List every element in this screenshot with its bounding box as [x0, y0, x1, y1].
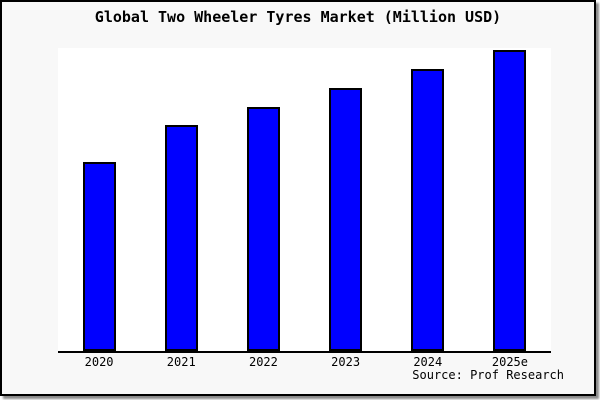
x-tick-label-2024: 2024	[413, 355, 443, 369]
bar-2020	[82, 162, 116, 351]
bar-slot	[305, 48, 387, 351]
bar-2023	[329, 88, 363, 351]
bar-slot	[387, 48, 469, 351]
chart-title: Global Two Wheeler Tyres Market (Million…	[94, 8, 502, 26]
x-tick-label-2025e: 2025e	[491, 355, 528, 369]
plot-area	[58, 48, 551, 353]
bar-slot	[469, 48, 551, 351]
bar-slot	[58, 48, 140, 351]
bar-2025e	[493, 50, 527, 351]
bar-slot	[222, 48, 304, 351]
x-tick-label-2023: 2023	[331, 355, 361, 369]
source-credit: Source: Prof Research	[412, 368, 564, 382]
bars-container	[58, 48, 551, 351]
x-tick-label-2022: 2022	[248, 355, 278, 369]
bar-2022	[246, 107, 280, 351]
x-tick-label-2021: 2021	[166, 355, 196, 369]
x-axis-labels: 2020 2021 2022 2023 2024 2025e	[58, 355, 551, 369]
bar-2021	[164, 125, 198, 351]
bar-slot	[140, 48, 222, 351]
x-tick-label-2020: 2020	[84, 355, 114, 369]
bar-2024	[411, 69, 445, 351]
